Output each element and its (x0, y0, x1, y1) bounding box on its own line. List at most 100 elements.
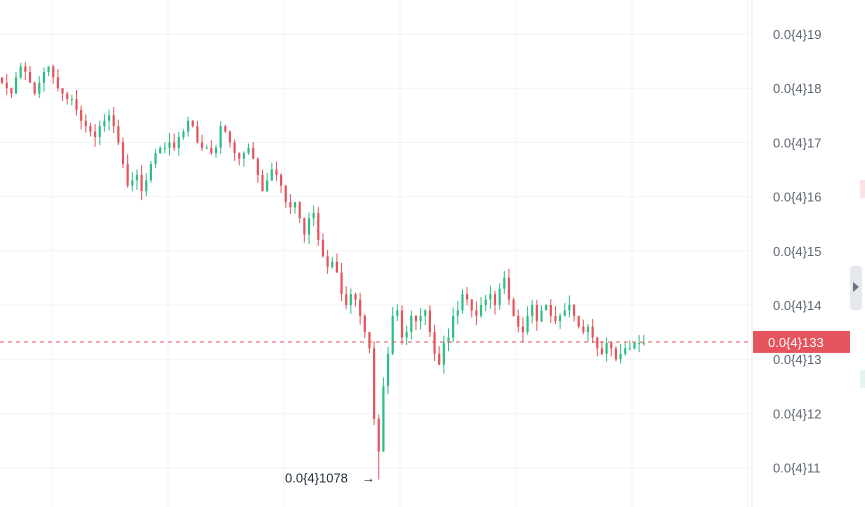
candle-body (391, 315, 394, 354)
candle-body (447, 337, 450, 343)
candle-body (135, 174, 139, 181)
y-tick-label: 0.0{4}11 (773, 461, 820, 476)
candle-body (493, 294, 497, 305)
candle-body (638, 342, 641, 344)
candle-body (284, 185, 287, 203)
candle-body (80, 109, 83, 121)
candle-body (554, 315, 557, 322)
candle-body (331, 261, 334, 268)
candle-body (521, 326, 524, 333)
candle-body (386, 353, 390, 387)
grid (0, 0, 753, 507)
chevron-right-icon (853, 282, 859, 292)
price-axis[interactable]: 0.0{4}19 0.0{4}18 0.0{4}17 0.0{4}16 0.0{4}15… (773, 27, 821, 476)
current-price-badge-bg (753, 330, 850, 353)
low-arrow-icon: → (362, 471, 375, 486)
candle-body (298, 202, 301, 219)
candle-body (345, 294, 348, 305)
candle-body (270, 169, 273, 181)
candle-body (307, 218, 311, 235)
candle-body (38, 82, 41, 94)
candle-body (66, 93, 69, 100)
candle-body (540, 310, 543, 322)
y-tick-label: 0.0{4}14 (773, 298, 821, 313)
candle-body (5, 82, 8, 89)
candle-body (373, 348, 376, 419)
candle-body (14, 77, 18, 94)
candle-body (24, 66, 27, 72)
candle-body (321, 239, 325, 257)
candle-body (438, 353, 441, 365)
y-tick-label: 0.0{4}19 (773, 27, 821, 42)
y-tick-label: 0.0{4}18 (773, 81, 821, 96)
candle-body (452, 315, 455, 338)
candle-body (168, 142, 171, 148)
candle-body (628, 348, 631, 350)
candle-body (577, 315, 580, 327)
candle-body (61, 88, 64, 94)
candle-body (200, 142, 204, 148)
candle-body (149, 164, 152, 181)
candle-body (47, 66, 50, 72)
low-annotation: 0.0{4}1078 → (285, 471, 375, 486)
candle-body (266, 180, 269, 192)
candle-body (368, 332, 371, 349)
candlesticks (1, 62, 645, 480)
candle-body (56, 77, 59, 89)
candle-body (400, 310, 404, 338)
candle-body (470, 299, 473, 311)
candle-body (317, 212, 320, 240)
candle-body (466, 294, 469, 300)
candle-body (224, 126, 227, 132)
candle-body (359, 299, 362, 316)
candle-body (531, 305, 534, 316)
candle-body (94, 131, 97, 137)
candle-body (559, 315, 562, 322)
candle-body (75, 99, 78, 110)
candle-body (396, 310, 399, 316)
candle-body (475, 310, 478, 316)
candle-body (107, 115, 111, 121)
candle-body (610, 342, 613, 349)
candle-body (572, 305, 576, 316)
candle-body (256, 158, 259, 175)
candle-body (414, 315, 418, 322)
candle-body (591, 326, 594, 338)
axis-scroll-handle[interactable] (850, 266, 862, 310)
candle-body (289, 202, 292, 208)
candle-body (10, 88, 13, 94)
candle-body (363, 315, 366, 333)
candle-body (131, 180, 134, 186)
candle-body (484, 299, 487, 305)
candle-body (89, 126, 92, 132)
y-tick-label: 0.0{4}12 (773, 406, 821, 421)
candle-body (233, 142, 236, 154)
candle-body (252, 147, 255, 159)
candle-body (461, 294, 464, 311)
candle-body (187, 120, 190, 132)
candle-body (568, 305, 571, 311)
candle-body (600, 348, 604, 354)
candle-body (335, 261, 338, 273)
candle-body (326, 256, 329, 268)
candle-body (112, 115, 115, 127)
candle-body (219, 126, 222, 148)
candle-body (624, 348, 627, 354)
candle-body (545, 305, 548, 311)
current-price-label: 0.0{4}133 (768, 335, 824, 350)
candle-body (642, 342, 645, 344)
candle-body (196, 126, 199, 143)
candle-body (405, 332, 408, 338)
candle-body (586, 326, 590, 333)
candle-body (507, 277, 511, 300)
candle-body (293, 202, 297, 208)
y-tick-label: 0.0{4}15 (773, 244, 821, 259)
low-price-label: 0.0{4}1078 (285, 471, 348, 486)
candle-body (303, 218, 306, 235)
candle-body (19, 66, 22, 78)
candle-body (173, 142, 176, 148)
candle-body (145, 180, 148, 192)
candle-body (340, 272, 343, 295)
candle-body (456, 310, 459, 316)
